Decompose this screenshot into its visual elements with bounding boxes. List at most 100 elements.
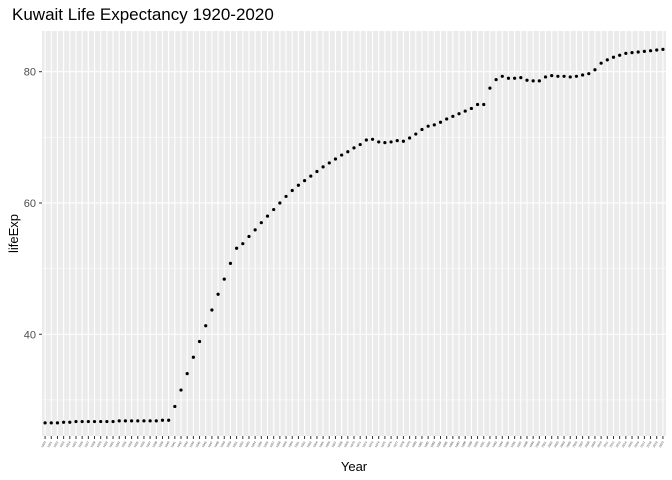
x-tick-label: 1926 — [77, 440, 84, 448]
data-point — [210, 308, 214, 312]
x-tick-label: 1961 — [293, 440, 300, 448]
data-point — [513, 76, 517, 80]
x-tick-label: 1959 — [281, 440, 288, 448]
x-tick-label: 1991 — [479, 440, 486, 448]
data-point — [290, 188, 294, 193]
x-tick-label: 1981 — [417, 440, 424, 448]
x-tick-label: 1992 — [485, 440, 492, 448]
x-tick-label: 1924 — [65, 440, 72, 448]
data-point — [580, 73, 585, 77]
data-point — [148, 419, 152, 423]
data-point — [173, 404, 177, 409]
x-tick-label: 1920 — [40, 440, 47, 448]
data-point — [562, 74, 566, 78]
data-point — [191, 355, 195, 359]
data-point — [142, 419, 146, 423]
data-point — [74, 419, 78, 424]
x-tick-label: 1974 — [374, 440, 381, 448]
x-tick-label: 1990 — [473, 440, 480, 448]
x-tick-label: 1973 — [368, 440, 375, 448]
x-tick-label: 2013 — [615, 440, 622, 448]
x-tick-label: 1943 — [182, 440, 189, 448]
data-point — [278, 201, 282, 205]
x-tick-label: 1965 — [318, 440, 325, 448]
data-point — [636, 50, 640, 54]
data-point — [185, 372, 189, 376]
x-tick-label: 1940 — [164, 440, 171, 448]
data-point — [241, 242, 245, 246]
x-tick-label: 1935 — [133, 440, 140, 448]
x-tick-label: 1994 — [497, 440, 504, 448]
data-point — [370, 137, 375, 141]
data-point — [377, 140, 381, 144]
chart-title: Kuwait Life Expectancy 1920-2020 — [12, 5, 274, 24]
x-tick-label: 1939 — [158, 440, 165, 448]
data-point — [228, 261, 233, 265]
x-tick-label: 2020 — [658, 440, 665, 448]
data-point — [197, 339, 202, 344]
data-point — [111, 419, 115, 424]
data-point — [475, 102, 480, 107]
major-gridlines — [42, 31, 666, 436]
data-point — [68, 420, 72, 424]
data-point — [661, 47, 665, 51]
data-point — [457, 112, 461, 116]
data-point — [618, 53, 622, 57]
data-point — [309, 174, 313, 178]
x-tick-label: 1986 — [448, 440, 455, 448]
data-point — [451, 114, 455, 118]
x-tick-label: 1966 — [324, 440, 331, 448]
data-point — [500, 74, 504, 78]
data-point — [284, 194, 288, 199]
data-point — [525, 78, 529, 82]
x-tick-label: 2012 — [609, 440, 616, 448]
x-tick-label: 1951 — [232, 440, 239, 448]
data-point — [265, 214, 270, 218]
data-point — [506, 76, 511, 80]
x-tick-label: 1997 — [516, 440, 523, 448]
data-point — [401, 139, 406, 143]
x-axis-title: Year — [341, 459, 368, 474]
data-point — [648, 49, 653, 53]
x-tick-label: 1971 — [355, 440, 362, 448]
x-tick-label: 1984 — [436, 440, 443, 448]
x-tick-label: 1946 — [201, 440, 208, 448]
data-point — [568, 75, 572, 79]
x-tick-label: 1933 — [120, 440, 127, 448]
data-point — [556, 74, 560, 78]
x-tick-label: 1987 — [454, 440, 461, 448]
x-tick-label: 1996 — [510, 440, 517, 448]
data-point — [253, 228, 257, 232]
x-tick-label: 1941 — [170, 440, 177, 448]
data-point — [611, 55, 616, 59]
data-point — [62, 420, 66, 424]
data-point — [445, 117, 449, 121]
data-point — [414, 132, 418, 136]
data-point — [315, 169, 319, 174]
x-tick-label: 1998 — [522, 440, 529, 448]
data-point — [55, 421, 60, 425]
y-axis-title: lifeExp — [6, 214, 21, 253]
x-tick-label: 1962 — [300, 440, 307, 448]
x-tick-label: 1978 — [398, 440, 405, 448]
x-tick-label: 1931 — [108, 440, 115, 448]
data-point — [420, 127, 424, 132]
data-point — [488, 86, 492, 90]
y-tick-label: 40 — [24, 329, 36, 341]
data-point — [624, 51, 628, 55]
x-tick-label: 2019 — [652, 440, 659, 448]
data-point — [605, 58, 609, 62]
x-tick-label: 1983 — [429, 440, 436, 448]
data-point — [494, 77, 498, 82]
x-tick-label: 2017 — [639, 440, 646, 448]
x-tick-label: 1930 — [102, 440, 109, 448]
x-tick-label: 1982 — [423, 440, 430, 448]
x-tick-label: 1945 — [195, 440, 202, 448]
x-tick-label: 1989 — [466, 440, 473, 448]
x-tick-label: 2002 — [547, 440, 554, 448]
x-tick-label: 1937 — [145, 440, 152, 448]
data-point — [426, 124, 430, 128]
x-tick-label: 2003 — [553, 440, 560, 448]
data-point — [395, 139, 399, 143]
data-point — [80, 419, 84, 424]
